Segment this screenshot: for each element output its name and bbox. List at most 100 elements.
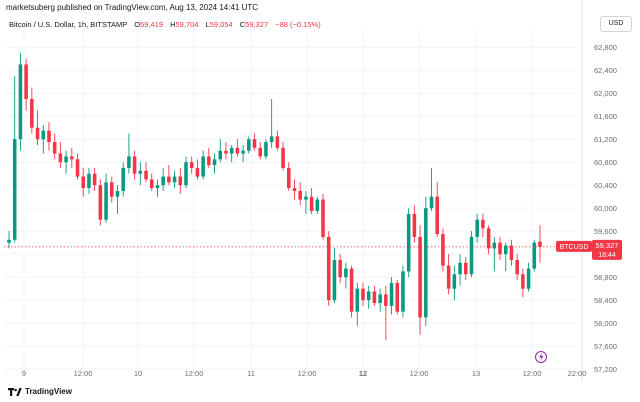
high-label: H: [170, 20, 176, 29]
candle-body: [464, 262, 468, 275]
candle-body: [332, 259, 337, 301]
candle-body: [366, 291, 371, 301]
candle-body: [189, 162, 194, 168]
candle-body: [532, 242, 537, 269]
candle-body: [201, 156, 205, 177]
open-value: 59,419: [140, 20, 163, 29]
candle-body: [326, 236, 331, 301]
y-tick-label: 59,600: [594, 227, 617, 236]
candle-body: [292, 188, 297, 191]
x-tick-label: 13: [472, 369, 480, 378]
close-label: C: [239, 20, 246, 29]
x-tick-label: 12:00: [523, 369, 542, 378]
candle-body: [481, 219, 485, 229]
candle-body: [264, 142, 268, 157]
candle-body: [492, 242, 497, 249]
candle-body: [526, 268, 531, 289]
candle-body: [384, 294, 388, 306]
candle-body: [281, 147, 285, 168]
tradingview-logo-icon: [8, 387, 22, 396]
candle-body: [172, 176, 177, 183]
candle-body: [361, 288, 365, 301]
candle-body: [18, 64, 23, 140]
candle-body: [309, 196, 314, 212]
candle-body: [64, 156, 68, 163]
candle-body: [229, 147, 234, 154]
x-tick-label: 11: [247, 369, 255, 378]
candle-body: [435, 196, 439, 235]
candle-body: [395, 282, 400, 312]
last-price-label: 59,327: [596, 241, 619, 250]
candle-body: [58, 153, 63, 163]
y-tick-label: 60,400: [594, 181, 617, 190]
candle-body: [372, 291, 377, 304]
x-tick-label: 12: [359, 369, 367, 378]
candle-body: [429, 196, 434, 209]
currency-button[interactable]: USD: [600, 16, 632, 32]
candle-body: [338, 259, 342, 278]
brand-label: TradingView: [25, 387, 72, 396]
candle-body: [75, 159, 80, 177]
candle-body: [247, 139, 251, 151]
candle-body: [509, 245, 514, 260]
candle-body: [503, 245, 508, 255]
y-tick-label: 57,600: [594, 342, 617, 351]
candle-body: [458, 262, 462, 275]
candle-body: [218, 150, 223, 160]
candle-body: [401, 271, 405, 312]
y-tick-label: 60,800: [594, 158, 617, 167]
last-price-tag: [592, 239, 622, 260]
candle-body: [538, 241, 542, 247]
candle-body: [138, 170, 143, 174]
high-value: 59,704: [175, 20, 199, 29]
candle-body: [12, 139, 17, 240]
candle-body: [321, 199, 325, 237]
candle-body: [355, 288, 360, 312]
candle-body: [224, 150, 228, 154]
candle-body: [287, 167, 291, 189]
candle-body: [178, 176, 183, 186]
x-tick-label: 9: [22, 369, 26, 378]
candle-body: [235, 147, 240, 154]
candle-body: [424, 208, 428, 318]
y-tick-label: 61,200: [594, 135, 617, 144]
candle-body: [452, 274, 457, 289]
y-tick-label: 62,400: [594, 66, 617, 75]
candle-body: [475, 219, 479, 237]
lightning-icon: [539, 352, 544, 362]
candle-body: [195, 167, 200, 177]
x-tick-label: 12:00: [298, 369, 317, 378]
tradingview-brand: TradingView: [8, 387, 72, 396]
open-label: O: [134, 20, 141, 29]
candle-body: [155, 185, 160, 189]
y-tick-label: 62,000: [594, 89, 617, 98]
candle-body: [81, 176, 85, 189]
candle-body: [132, 156, 137, 174]
candle-body: [87, 173, 91, 189]
x-tick-label: 12:00: [185, 369, 204, 378]
y-tick-label: 61,600: [594, 112, 617, 121]
y-tick-label: 58,000: [594, 319, 617, 328]
candle-body: [127, 156, 131, 168]
candle-body: [121, 167, 125, 191]
candle-body: [304, 196, 308, 200]
candle-body: [110, 182, 114, 197]
candle-body: [161, 176, 165, 186]
low-value: 59,054: [209, 20, 233, 29]
candle-body: [30, 98, 34, 128]
candle-body: [406, 213, 411, 272]
candle-body: [184, 162, 188, 186]
candle-body: [7, 239, 11, 243]
x-tick-label: 12:00: [74, 369, 93, 378]
candle-body: [149, 179, 154, 189]
low-label: L: [205, 20, 210, 29]
candle-body: [252, 139, 257, 148]
candle-body: [70, 156, 74, 160]
candle-body: [144, 170, 148, 180]
candle-body: [104, 182, 108, 220]
candle-body: [521, 274, 525, 289]
candle-body: [486, 228, 491, 249]
candle-body: [275, 136, 280, 148]
candle-body: [47, 130, 51, 143]
